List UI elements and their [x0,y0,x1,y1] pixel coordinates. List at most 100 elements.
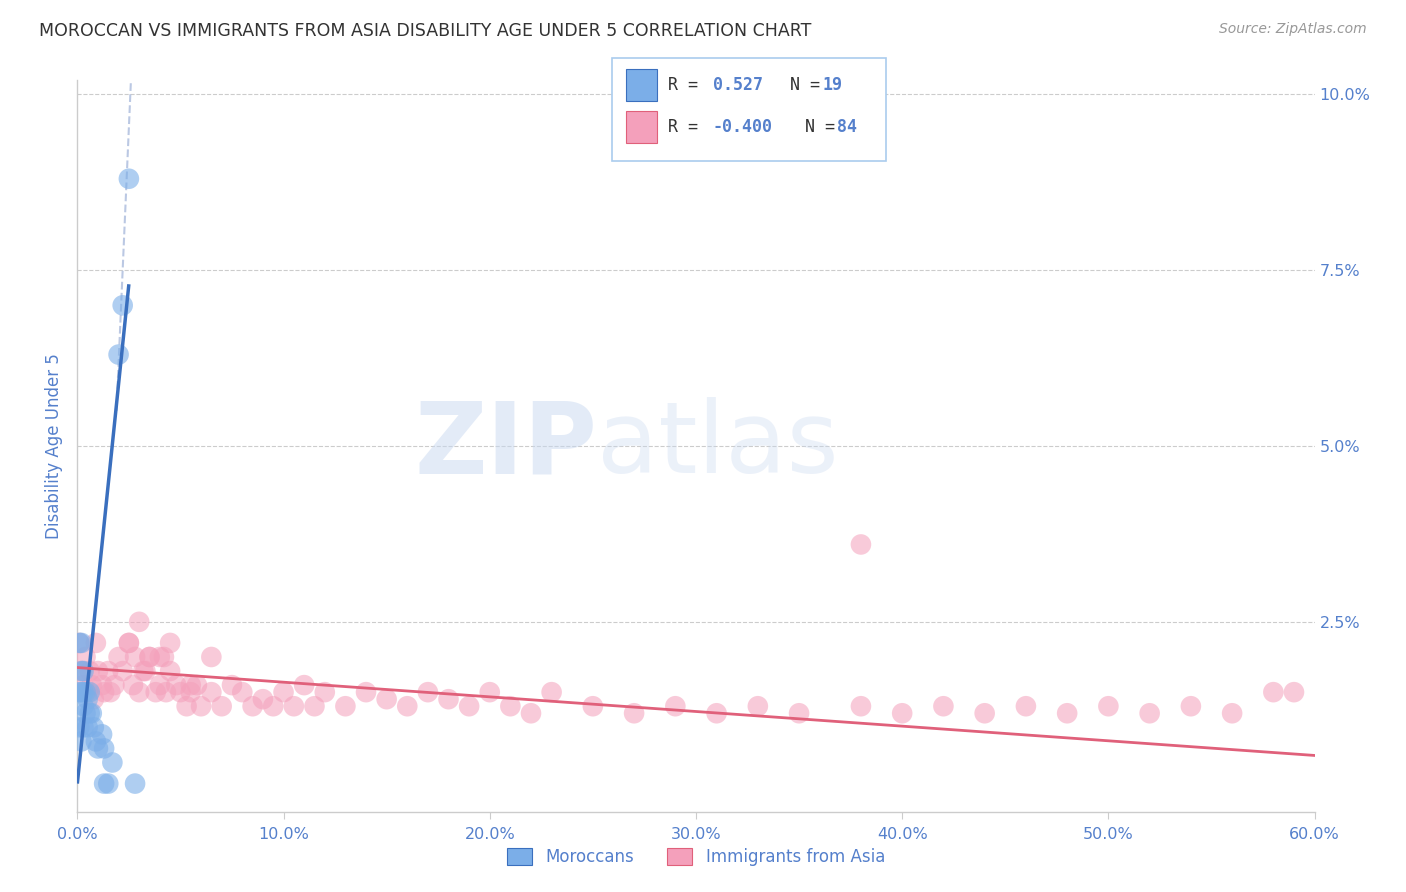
Immigrants from Asia [416,685,439,699]
Immigrants from Asia [111,664,134,678]
Immigrants from Asia [103,678,125,692]
Immigrants from Asia [623,706,645,721]
Moroccans [72,664,94,678]
Moroccans [70,734,93,748]
Immigrants from Asia [200,650,222,665]
Moroccans [93,741,115,756]
Immigrants from Asia [706,706,728,721]
Moroccans [67,720,90,734]
Immigrants from Asia [1282,685,1305,699]
Text: N =: N = [770,76,831,94]
Immigrants from Asia [262,699,284,714]
Moroccans [97,776,120,790]
Immigrants from Asia [132,664,155,678]
Immigrants from Asia [118,636,141,650]
Moroccans [107,348,129,362]
Immigrants from Asia [304,699,326,714]
Text: Source: ZipAtlas.com: Source: ZipAtlas.com [1219,22,1367,37]
Immigrants from Asia [252,692,274,706]
Moroccans [101,756,124,770]
Immigrants from Asia [396,699,419,714]
Immigrants from Asia [80,678,103,692]
Immigrants from Asia [76,685,98,699]
Immigrants from Asia [200,685,222,699]
Immigrants from Asia [1263,685,1285,699]
Text: MOROCCAN VS IMMIGRANTS FROM ASIA DISABILITY AGE UNDER 5 CORRELATION CHART: MOROCCAN VS IMMIGRANTS FROM ASIA DISABIL… [39,22,811,40]
Immigrants from Asia [499,699,522,714]
Immigrants from Asia [134,664,156,678]
Immigrants from Asia [973,706,995,721]
Immigrants from Asia [128,615,150,629]
Immigrants from Asia [221,678,243,692]
Immigrants from Asia [72,678,94,692]
Immigrants from Asia [354,685,377,699]
Immigrants from Asia [1139,706,1161,721]
Immigrants from Asia [70,664,93,678]
Text: atlas: atlas [598,398,838,494]
Immigrants from Asia [1180,699,1202,714]
Immigrants from Asia [169,685,191,699]
Immigrants from Asia [159,636,181,650]
Immigrants from Asia [375,692,398,706]
Immigrants from Asia [891,706,914,721]
Immigrants from Asia [145,685,167,699]
Immigrants from Asia [932,699,955,714]
Immigrants from Asia [1056,706,1078,721]
Moroccans [91,727,114,741]
Immigrants from Asia [153,650,176,665]
Moroccans [93,776,115,790]
Immigrants from Asia [165,678,187,692]
Immigrants from Asia [273,685,295,699]
Text: 84: 84 [837,118,856,136]
Moroccans [87,741,110,756]
Moroccans [67,685,90,699]
Moroccans [124,776,146,790]
Immigrants from Asia [478,685,501,699]
Immigrants from Asia [180,685,202,699]
Immigrants from Asia [437,692,460,706]
Immigrants from Asia [93,685,115,699]
Immigrants from Asia [67,636,90,650]
Immigrants from Asia [1220,706,1243,721]
Moroccans [70,685,93,699]
Moroccans [67,636,90,650]
Moroccans [111,298,134,312]
Immigrants from Asia [283,699,305,714]
Text: 19: 19 [823,76,842,94]
Moroccans [75,685,97,699]
Moroccans [70,636,93,650]
Moroccans [72,685,94,699]
Immigrants from Asia [98,685,121,699]
Immigrants from Asia [582,699,605,714]
Immigrants from Asia [787,706,810,721]
Immigrants from Asia [79,664,101,678]
Immigrants from Asia [128,685,150,699]
Text: -0.400: -0.400 [713,118,773,136]
Immigrants from Asia [849,699,872,714]
Moroccans [70,664,93,678]
Immigrants from Asia [122,678,145,692]
Text: N =: N = [785,118,845,136]
Immigrants from Asia [155,685,177,699]
Immigrants from Asia [231,685,253,699]
Immigrants from Asia [292,678,315,692]
Moroccans [80,706,103,721]
Immigrants from Asia [540,685,562,699]
Immigrants from Asia [520,706,543,721]
Immigrants from Asia [180,678,202,692]
Immigrants from Asia [186,678,208,692]
Text: 0.527: 0.527 [713,76,763,94]
Immigrants from Asia [849,537,872,551]
Immigrants from Asia [1015,699,1038,714]
Immigrants from Asia [458,699,481,714]
Moroccans [76,692,98,706]
Immigrants from Asia [138,650,160,665]
Immigrants from Asia [138,650,160,665]
Immigrants from Asia [149,678,172,692]
Immigrants from Asia [84,636,107,650]
Immigrants from Asia [149,650,172,665]
Immigrants from Asia [124,650,146,665]
Moroccans [72,720,94,734]
Text: R =: R = [668,76,718,94]
Immigrants from Asia [314,685,336,699]
